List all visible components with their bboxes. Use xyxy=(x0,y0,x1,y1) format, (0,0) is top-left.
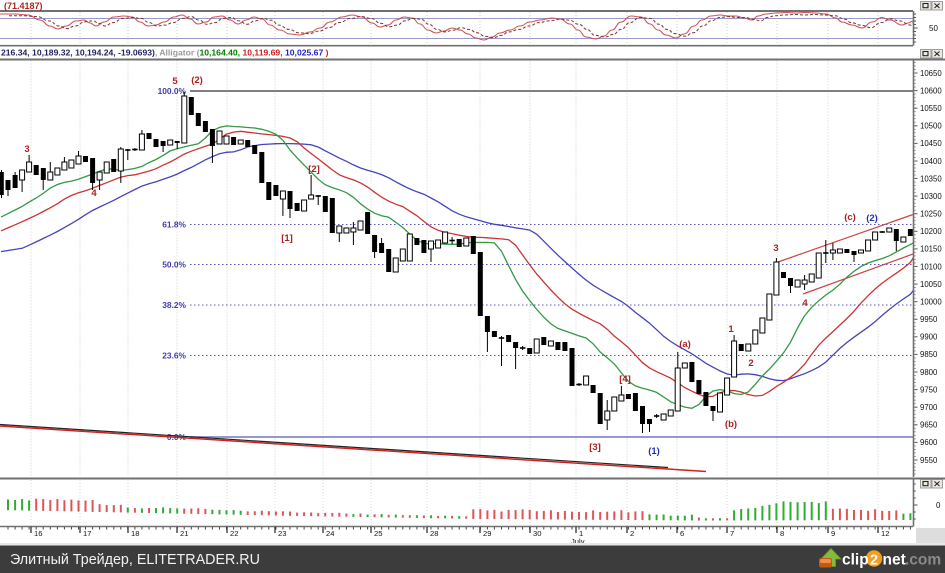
svg-text:10450: 10450 xyxy=(920,139,942,148)
svg-text:30: 30 xyxy=(533,529,541,538)
svg-text:10200: 10200 xyxy=(920,227,942,236)
svg-text:10300: 10300 xyxy=(920,192,942,201)
svg-text:10100: 10100 xyxy=(920,262,942,271)
svg-text:17: 17 xyxy=(83,529,91,538)
svg-text:(b): (b) xyxy=(725,419,737,430)
svg-text:10500: 10500 xyxy=(920,122,942,131)
svg-text:10000: 10000 xyxy=(920,298,942,307)
svg-text:2: 2 xyxy=(748,358,753,369)
svg-text:25: 25 xyxy=(374,529,382,538)
svg-text:(2): (2) xyxy=(191,75,203,86)
svg-text:29: 29 xyxy=(483,529,491,538)
svg-text:6: 6 xyxy=(680,529,684,538)
svg-text:10250: 10250 xyxy=(920,210,942,219)
svg-text:50: 50 xyxy=(929,24,938,33)
svg-text:[2]: [2] xyxy=(308,164,320,175)
svg-text:24: 24 xyxy=(326,529,334,538)
svg-text:9900: 9900 xyxy=(920,333,938,342)
svg-text:[3]: [3] xyxy=(589,442,601,453)
svg-text:10400: 10400 xyxy=(920,157,942,166)
svg-text:21: 21 xyxy=(180,529,188,538)
svg-text:9950: 9950 xyxy=(920,315,938,324)
svg-text:net: net xyxy=(883,552,906,569)
svg-text:3: 3 xyxy=(773,243,778,254)
svg-text:9: 9 xyxy=(831,529,835,538)
svg-text:9550: 9550 xyxy=(920,456,938,465)
svg-text:9650: 9650 xyxy=(920,421,938,430)
svg-text:8: 8 xyxy=(780,529,784,538)
svg-text:(c): (c) xyxy=(844,212,856,223)
svg-text:July: July xyxy=(571,537,585,546)
svg-text:16: 16 xyxy=(34,529,42,538)
svg-text:10150: 10150 xyxy=(920,245,942,254)
svg-text:[4]: [4] xyxy=(619,374,631,385)
svg-text:10050: 10050 xyxy=(920,280,942,289)
svg-text:4: 4 xyxy=(91,188,97,199)
svg-text:9750: 9750 xyxy=(920,385,938,394)
svg-text:Элитный Трейдер, ELITETRADER.R: Элитный Трейдер, ELITETRADER.RU xyxy=(10,552,260,568)
svg-text:(71.4187): (71.4187) xyxy=(4,1,43,11)
svg-text:(2): (2) xyxy=(866,213,878,224)
svg-text:12: 12 xyxy=(881,529,889,538)
svg-text:9800: 9800 xyxy=(920,368,938,377)
svg-text:38.2%: 38.2% xyxy=(162,300,186,310)
svg-text:0: 0 xyxy=(936,501,941,510)
svg-text:1: 1 xyxy=(728,324,734,335)
svg-text:9850: 9850 xyxy=(920,350,938,359)
svg-text:[1]: [1] xyxy=(281,233,293,244)
svg-text:1: 1 xyxy=(579,529,583,538)
svg-text:23: 23 xyxy=(278,529,286,538)
svg-text:10650: 10650 xyxy=(920,69,942,78)
svg-text:100.0%: 100.0% xyxy=(158,86,187,96)
svg-text:.com: .com xyxy=(905,552,941,569)
svg-text:10600: 10600 xyxy=(920,86,942,95)
svg-text:22: 22 xyxy=(230,529,238,538)
svg-text:10350: 10350 xyxy=(920,174,942,183)
svg-text:(1): (1) xyxy=(648,446,660,457)
svg-text:clip: clip xyxy=(842,552,869,569)
svg-text:(a): (a) xyxy=(679,339,691,350)
svg-text:9600: 9600 xyxy=(920,438,938,447)
svg-text:3: 3 xyxy=(24,144,29,155)
svg-text:2: 2 xyxy=(870,553,878,569)
svg-text:2: 2 xyxy=(630,529,634,538)
svg-text:9700: 9700 xyxy=(920,403,938,412)
svg-text:4: 4 xyxy=(802,298,808,309)
svg-text:50.0%: 50.0% xyxy=(162,260,186,270)
svg-text:23.6%: 23.6% xyxy=(162,351,186,361)
svg-text:7: 7 xyxy=(730,529,734,538)
svg-text:216.34, 10,189.32, 10,194.24,: 216.34, 10,189.32, 10,194.24, -19.0693),… xyxy=(1,48,329,58)
svg-text:61.8%: 61.8% xyxy=(162,220,186,230)
svg-text:10550: 10550 xyxy=(920,104,942,113)
svg-text:28: 28 xyxy=(430,529,438,538)
svg-text:18: 18 xyxy=(131,529,139,538)
svg-text:5: 5 xyxy=(172,76,178,87)
